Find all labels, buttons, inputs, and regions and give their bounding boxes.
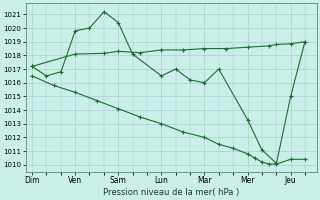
X-axis label: Pression niveau de la mer( hPa ): Pression niveau de la mer( hPa )	[103, 188, 239, 197]
